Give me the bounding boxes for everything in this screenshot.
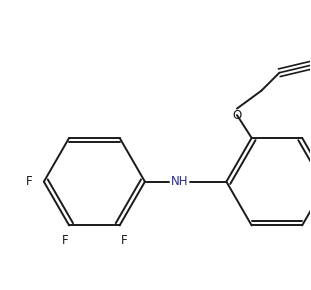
Text: F: F: [26, 175, 33, 188]
Text: F: F: [62, 233, 68, 246]
Text: F: F: [120, 233, 127, 246]
Text: NH: NH: [170, 175, 188, 188]
Text: O: O: [232, 108, 242, 122]
